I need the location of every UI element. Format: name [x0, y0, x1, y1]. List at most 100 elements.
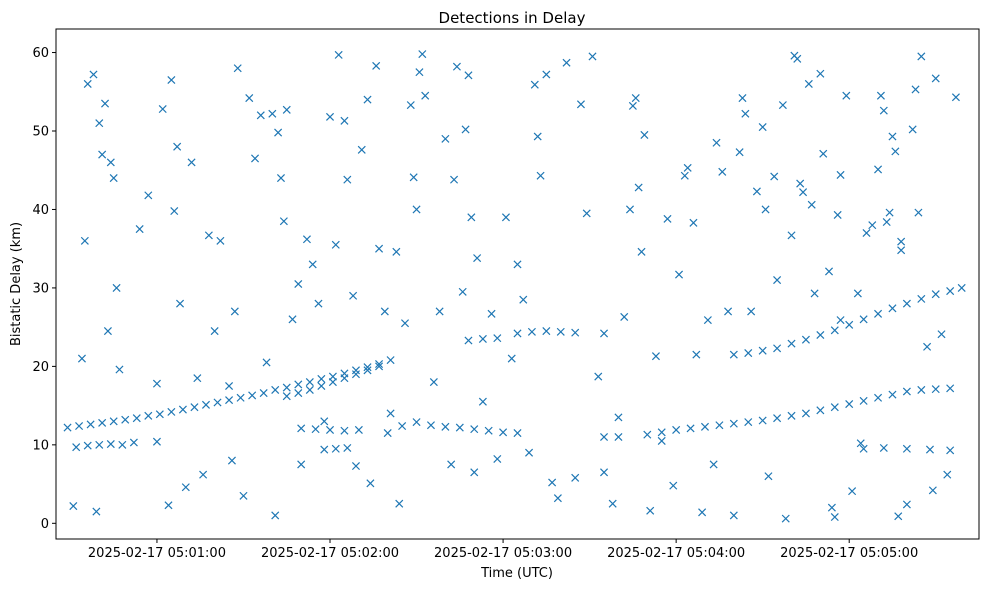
data-point	[525, 448, 534, 457]
data-point	[487, 309, 496, 318]
data-point	[715, 421, 724, 430]
data-point	[744, 418, 753, 427]
y-tick-label: 40	[32, 203, 49, 218]
data-point	[576, 100, 585, 109]
data-point	[395, 499, 404, 508]
data-point	[859, 315, 868, 324]
y-axis-ticks: 0 10 20 30 40 50 60	[32, 46, 56, 532]
data-point	[594, 372, 603, 381]
y-tick-label: 30	[32, 281, 49, 296]
data-point	[63, 423, 72, 432]
data-point	[409, 173, 418, 182]
data-point	[513, 429, 522, 438]
data-point	[95, 119, 104, 128]
data-point	[845, 320, 854, 329]
markers-layer	[63, 50, 966, 523]
data-point	[274, 128, 283, 137]
data-point	[885, 208, 894, 217]
data-point	[553, 494, 562, 503]
x-tick-label: 2025-02-17 05:04:00	[607, 546, 745, 561]
data-point	[201, 400, 211, 409]
data-point	[897, 237, 906, 246]
data-point	[340, 116, 349, 125]
data-point	[571, 473, 580, 482]
data-point	[634, 183, 643, 192]
data-point	[320, 445, 329, 454]
data-point	[643, 430, 652, 439]
data-point	[167, 407, 176, 416]
data-point	[692, 350, 701, 359]
data-point	[103, 327, 112, 336]
data-point	[225, 381, 234, 391]
data-point	[193, 374, 202, 383]
data-point	[836, 316, 845, 325]
data-point	[331, 444, 340, 453]
data-point	[363, 95, 372, 104]
data-point	[931, 385, 940, 394]
data-point	[447, 460, 456, 469]
data-point	[957, 283, 966, 292]
data-point	[816, 330, 825, 340]
data-point	[827, 503, 836, 512]
data-point	[845, 400, 854, 409]
data-point	[943, 470, 952, 479]
data-point	[354, 425, 363, 434]
data-point	[669, 481, 678, 490]
data-point	[628, 101, 637, 110]
data-point	[600, 432, 609, 442]
data-point	[773, 344, 782, 353]
data-point	[325, 112, 335, 121]
data-point	[233, 64, 242, 73]
data-point	[478, 334, 487, 343]
data-point	[210, 327, 219, 336]
chart-title: Detections in Delay	[439, 9, 586, 27]
data-point	[758, 416, 767, 425]
data-point	[158, 105, 167, 114]
data-point	[724, 307, 733, 316]
data-point	[294, 389, 303, 398]
data-point	[793, 54, 802, 63]
data-point	[819, 149, 828, 158]
data-point	[761, 205, 770, 214]
data-point	[170, 207, 179, 216]
data-point	[83, 441, 92, 450]
data-point	[830, 513, 839, 522]
data-point	[178, 405, 187, 414]
data-point	[109, 174, 118, 183]
data-point	[868, 221, 877, 230]
data-point	[651, 352, 660, 361]
data-point	[588, 52, 597, 61]
data-point	[351, 366, 360, 375]
data-point	[764, 472, 773, 481]
data-point	[830, 403, 839, 412]
data-point	[98, 150, 107, 159]
data-point	[738, 94, 747, 103]
data-point	[888, 132, 897, 141]
data-point	[712, 138, 721, 147]
y-tick-label: 60	[32, 46, 49, 61]
x-tick-label: 2025-02-17 05:05:00	[780, 546, 918, 561]
data-point	[331, 240, 340, 249]
data-point	[75, 421, 84, 431]
data-point	[225, 396, 234, 405]
data-point	[239, 491, 248, 500]
data-point	[493, 334, 502, 343]
data-point	[276, 174, 286, 183]
data-point	[259, 389, 268, 398]
data-point	[499, 428, 508, 437]
data-point	[882, 217, 891, 227]
data-point	[213, 398, 222, 407]
data-point	[452, 62, 461, 71]
data-point	[305, 378, 314, 387]
data-point	[931, 74, 940, 83]
data-point	[946, 446, 955, 455]
x-tick-label: 2025-02-17 05:03:00	[434, 546, 572, 561]
data-point	[412, 205, 421, 214]
data-point	[614, 413, 623, 422]
data-point	[911, 85, 920, 94]
x-axis-ticks: 2025-02-17 05:01:00 2025-02-17 05:02:00 20…	[88, 539, 918, 561]
data-point	[493, 454, 502, 463]
data-point	[69, 502, 78, 511]
data-point	[709, 460, 718, 469]
